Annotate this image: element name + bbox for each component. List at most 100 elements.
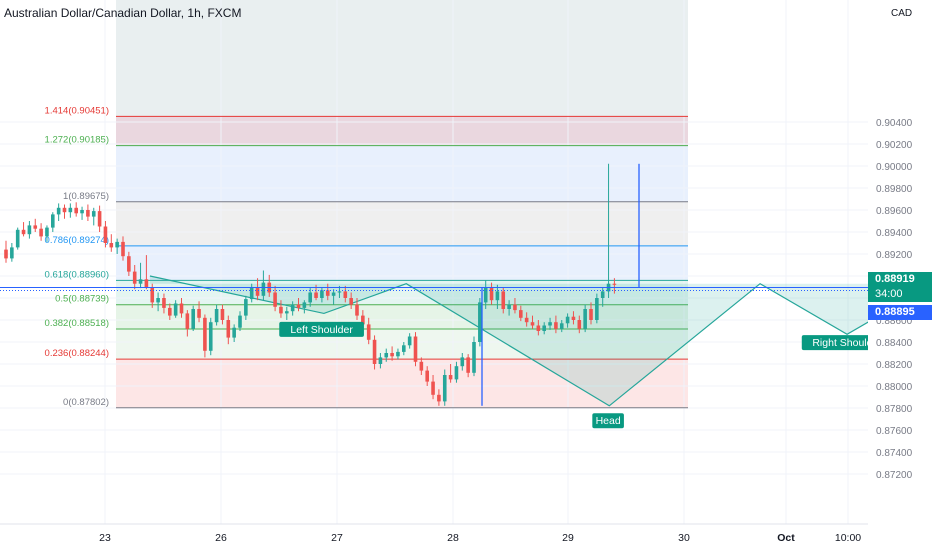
- candle-body: [454, 366, 459, 380]
- candle-body: [4, 249, 8, 259]
- x-tick-label: Oct: [777, 532, 795, 544]
- x-tick-label: 27: [331, 532, 343, 544]
- candle-body: [74, 207, 78, 214]
- candle-body: [308, 292, 312, 303]
- candle-body: [413, 336, 418, 362]
- y-tick-label: 0.89400: [876, 228, 913, 239]
- candle-body: [431, 381, 435, 395]
- candle-body: [501, 291, 506, 309]
- candle-body: [483, 287, 488, 303]
- candle-body: [600, 291, 605, 298]
- candle-body: [144, 279, 149, 287]
- fib-level-label: 1.272(0.90185): [45, 135, 109, 146]
- candle-body: [314, 292, 318, 298]
- candle-body: [478, 302, 482, 342]
- candle-body: [127, 256, 131, 272]
- candle-body: [179, 303, 184, 314]
- y-tick-label: 0.88600: [876, 316, 913, 327]
- candle-body: [249, 287, 254, 300]
- candle-body: [15, 229, 20, 248]
- candle-body: [349, 298, 353, 305]
- candle-body: [331, 292, 336, 296]
- fib-zone-top: [116, 0, 688, 117]
- candle-body: [577, 320, 582, 329]
- candle-body: [103, 226, 108, 243]
- candle-body: [425, 370, 429, 382]
- candle-body: [45, 227, 49, 237]
- candle-body: [191, 309, 195, 329]
- candle-body: [290, 304, 295, 312]
- y-tick-label: 0.89800: [876, 184, 913, 195]
- candle-body: [583, 309, 587, 329]
- pattern-area: [149, 276, 931, 406]
- candle-body: [91, 211, 96, 217]
- x-tick-label: 30: [678, 532, 690, 544]
- fib-zone: [116, 201, 688, 246]
- fib-zone: [116, 145, 688, 202]
- y-tick-label: 0.87800: [876, 404, 913, 415]
- candle-body: [559, 323, 564, 329]
- countdown-tag: 34:00: [868, 286, 932, 302]
- candle-body: [80, 210, 84, 214]
- candle-body: [571, 316, 576, 320]
- candle-body: [220, 309, 225, 320]
- candle-body: [39, 228, 43, 237]
- candle-body: [407, 336, 412, 346]
- candle-body: [68, 207, 73, 213]
- label-right-shoulder: Right Shoulder: [812, 337, 882, 349]
- candle-body: [56, 207, 61, 215]
- candle-body: [513, 304, 517, 311]
- candle-body: [396, 351, 400, 357]
- candle-body: [460, 357, 465, 367]
- fib-zone: [116, 359, 688, 408]
- candle-body: [337, 291, 342, 293]
- fib-level-label: 0.618(0.88960): [45, 269, 109, 280]
- candle-body: [554, 322, 558, 329]
- candle-body: [115, 241, 119, 248]
- x-tick-label: 26: [215, 532, 227, 544]
- y-tick-label: 0.90200: [876, 140, 913, 151]
- candle-body: [489, 287, 494, 301]
- y-tick-label: 0.89600: [876, 206, 913, 217]
- candle-body: [565, 316, 570, 324]
- fib-level-label: 0.786(0.89274): [45, 235, 109, 246]
- fib-zone: [116, 245, 688, 281]
- candle-body: [320, 290, 324, 298]
- fib-level-label: 0.236(0.88244): [45, 348, 109, 359]
- candle-body: [437, 394, 441, 402]
- candle-body: [366, 324, 371, 340]
- candle-body: [285, 311, 289, 314]
- candle-body: [21, 229, 26, 235]
- candle-body: [168, 307, 172, 316]
- candle-body: [86, 210, 90, 217]
- y-tick-label: 0.87200: [876, 470, 913, 481]
- candle-body: [197, 309, 201, 318]
- label-head-bg: [592, 413, 624, 429]
- y-tick-label: 0.89200: [876, 250, 913, 261]
- currency-label: CAD: [891, 8, 913, 19]
- candle-body: [109, 243, 114, 248]
- candle-body: [419, 361, 424, 371]
- candle-body: [548, 322, 552, 326]
- candle-body: [27, 225, 32, 235]
- label-left-shoulder: Left Shoulder: [290, 324, 353, 336]
- candle-body: [238, 315, 242, 328]
- chart-title: Australian Dollar/Canadian Dollar, 1h, F…: [4, 6, 242, 20]
- x-tick-label: 23: [99, 532, 111, 544]
- candle-body: [150, 287, 155, 303]
- candle-body: [355, 304, 359, 316]
- fib-level-label: 1(0.89675): [63, 191, 109, 202]
- x-tick-label: 29: [562, 532, 574, 544]
- candle-body: [472, 342, 476, 373]
- candle-body: [173, 303, 178, 316]
- y-tick-label: 0.87400: [876, 448, 913, 459]
- candle-body: [378, 357, 383, 364]
- fib-level-label: 0.382(0.88518): [45, 318, 109, 329]
- y-tick-label: 0.90000: [876, 162, 913, 173]
- candle-body: [261, 282, 266, 296]
- fib-level-label: 0.5(0.88739): [55, 294, 109, 305]
- candle-body: [466, 357, 470, 373]
- candle-body: [343, 291, 348, 298]
- candle-body: [325, 290, 330, 296]
